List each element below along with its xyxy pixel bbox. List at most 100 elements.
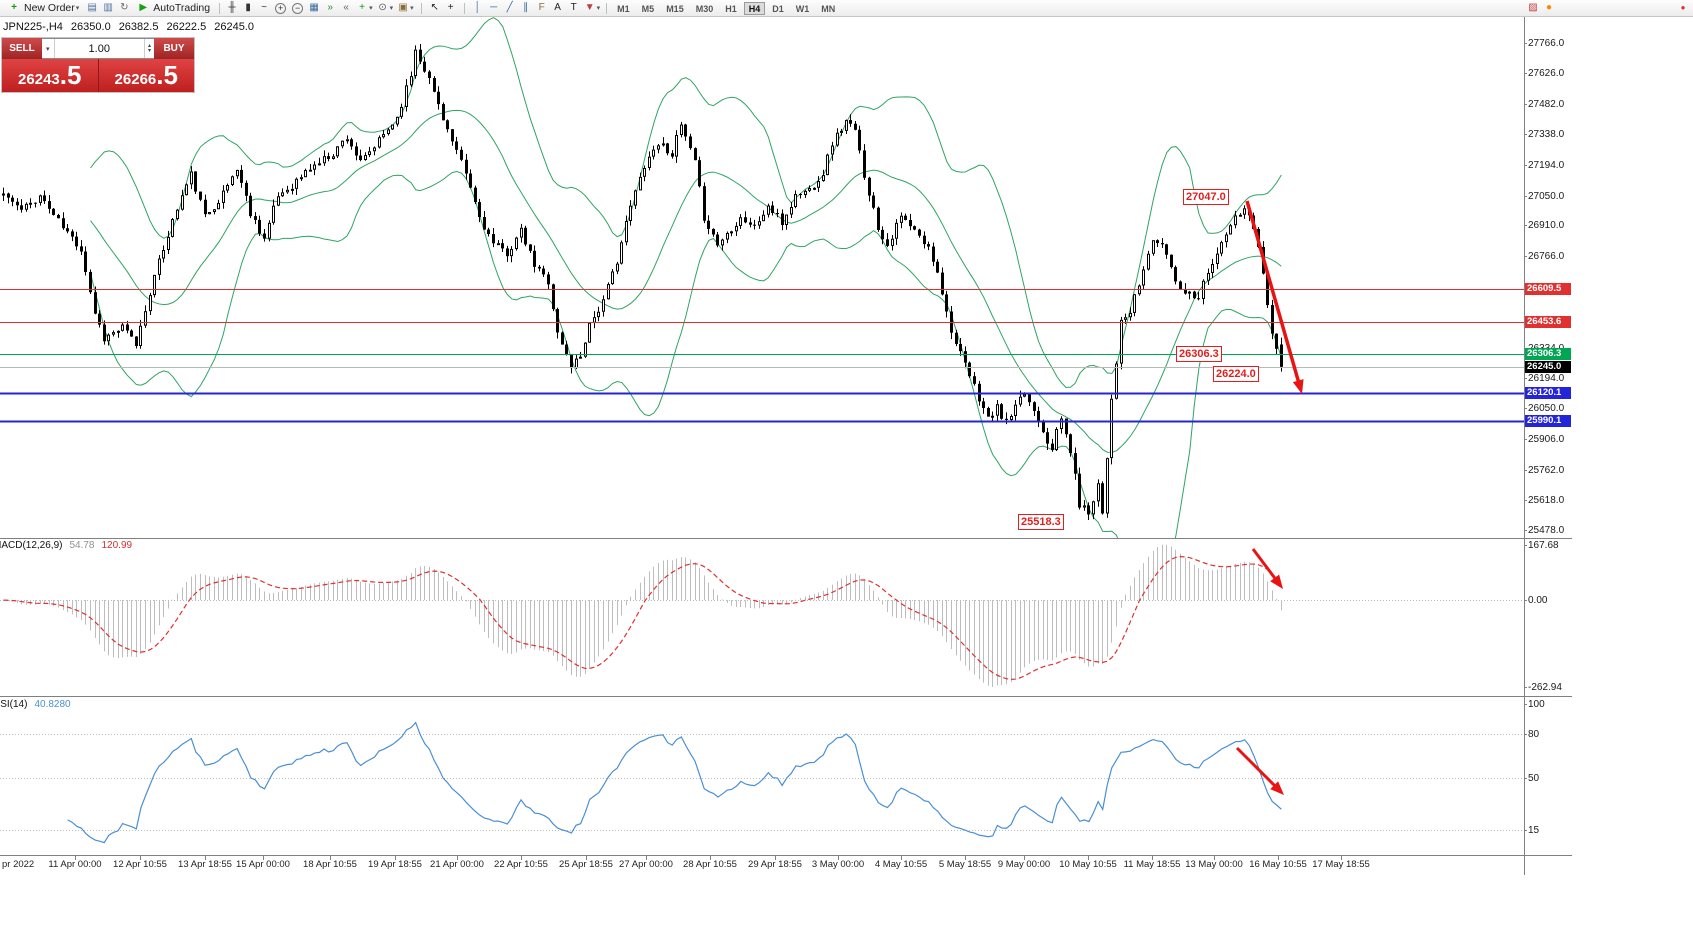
fibonacci-icon[interactable]: F bbox=[538, 2, 545, 13]
timeframe-w1[interactable]: W1 bbox=[795, 3, 810, 14]
time-axis-label: 15 Apr 00:00 bbox=[236, 859, 290, 870]
price-axis-label: 25762.0 bbox=[1528, 464, 1565, 476]
text-icon[interactable]: A bbox=[554, 2, 561, 13]
templates-icon[interactable]: ▣ bbox=[398, 2, 408, 13]
price-axis-label: 27766.0 bbox=[1528, 38, 1565, 50]
shapes-icon[interactable]: ▼ bbox=[584, 2, 595, 13]
trendline-icon[interactable]: ╱ bbox=[506, 2, 513, 13]
toolbar: + New Order ▾ ▤ ▥ ↻ ▶ AutoTrading ╫ ▮ ~ + − ▦» «… bbox=[0, 0, 1693, 17]
timeframe-d1[interactable]: D1 bbox=[772, 3, 784, 14]
price-axis-label: 26194.0 bbox=[1528, 372, 1565, 384]
tile-windows-icon[interactable]: ▦ bbox=[309, 2, 319, 13]
profiles-icon[interactable]: ▥ bbox=[103, 2, 113, 13]
price-callout[interactable]: 25518.3 bbox=[1018, 514, 1064, 530]
timeframe-m1[interactable]: M1 bbox=[617, 3, 630, 14]
auto-scroll-icon[interactable]: » bbox=[327, 2, 333, 13]
time-axis-label: 5 May 18:55 bbox=[938, 859, 992, 870]
indicators-icon-caret[interactable]: ▾ bbox=[369, 5, 373, 12]
time-axis-label: 12 Apr 10:55 bbox=[113, 859, 167, 870]
rsi-scale-label: 100 bbox=[1528, 699, 1545, 710]
timeframe-mn[interactable]: MN bbox=[821, 3, 836, 14]
candlestick-icon[interactable]: ▮ bbox=[245, 2, 251, 13]
charts-window-icon[interactable]: ▤ bbox=[87, 2, 97, 13]
price-tag: 26120.1 bbox=[1525, 387, 1571, 400]
refresh-icon[interactable]: ↻ bbox=[120, 2, 129, 13]
autotrading-play-icon: ▶ bbox=[139, 2, 148, 13]
volume-up-icon[interactable]: ▴ bbox=[147, 42, 151, 49]
ohlc-bars-icon[interactable]: ╫ bbox=[228, 2, 236, 13]
macd-scale-label: 0.00 bbox=[1528, 595, 1548, 607]
time-axis-label: pr 2022 bbox=[2, 859, 35, 870]
one-click-trading-panel: SELL ▾ 1.00 ▴ ▾ BUY 26243.5 26266.5 bbox=[2, 38, 194, 92]
autotrading-label: AutoTrading bbox=[153, 2, 211, 14]
price-tag: 26245.0 bbox=[1525, 360, 1571, 373]
zoom-in-icon[interactable]: + bbox=[275, 2, 287, 14]
chart-shift-icon[interactable]: « bbox=[343, 2, 349, 13]
price-tag: 25990.1 bbox=[1525, 415, 1571, 428]
ohlc-high: 26382.5 bbox=[118, 21, 159, 33]
cursor-icon[interactable]: ↖ bbox=[430, 2, 439, 13]
price-axis-label: 27482.0 bbox=[1528, 98, 1565, 110]
new-order-caret-icon[interactable]: ▾ bbox=[75, 5, 80, 12]
volume-value[interactable]: 1.00 bbox=[88, 42, 110, 55]
price-axis-label: 27626.0 bbox=[1528, 68, 1565, 80]
sell-button[interactable]: SELL bbox=[2, 38, 42, 59]
price-axis-label: 27338.0 bbox=[1528, 129, 1565, 141]
macd-main-value: 54.78 bbox=[69, 540, 95, 551]
time-axis-label: 19 Apr 18:55 bbox=[368, 859, 422, 870]
price-callout[interactable]: 26224.0 bbox=[1213, 366, 1259, 382]
macd-scale-label: 167.68 bbox=[1528, 539, 1559, 551]
templates-icon-caret[interactable]: ▾ bbox=[410, 5, 414, 12]
zoom-out-icon[interactable]: − bbox=[292, 2, 304, 14]
timeframe-m15[interactable]: M15 bbox=[666, 3, 684, 14]
line-chart-icon[interactable]: ~ bbox=[261, 2, 268, 13]
price-tag: 26609.5 bbox=[1525, 283, 1571, 296]
symbol-timeframe: JPN225-,H4 bbox=[3, 21, 63, 33]
price-axis-label: 26910.0 bbox=[1528, 220, 1565, 232]
price-axis-label: 27050.0 bbox=[1528, 190, 1565, 202]
indicators-icon[interactable]: + bbox=[359, 2, 366, 13]
new-order-icon: + bbox=[11, 2, 17, 13]
rsi-scale-label: 15 bbox=[1528, 824, 1540, 836]
volume-box[interactable]: ▾ 1.00 ▴ ▾ bbox=[42, 38, 154, 59]
timeframe-h1[interactable]: H1 bbox=[725, 3, 737, 14]
autotrading-button[interactable]: ▶ AutoTrading bbox=[132, 1, 214, 16]
rsi-label-row: RSI(14) 40.8280 bbox=[0, 699, 71, 710]
crosshair-icon[interactable]: + bbox=[447, 2, 454, 13]
ohlc-close: 26245.0 bbox=[214, 21, 254, 33]
buy-button[interactable]: BUY bbox=[154, 38, 194, 59]
channel-icon[interactable]: ∥ bbox=[523, 2, 529, 13]
volume-dropdown-icon[interactable]: ▾ bbox=[42, 39, 55, 58]
periods-icon-caret[interactable]: ▾ bbox=[389, 5, 394, 12]
volume-spinner[interactable]: ▴ ▾ bbox=[143, 39, 154, 58]
notification-dot-icon[interactable]: ● bbox=[1680, 3, 1686, 12]
sell-price[interactable]: 26243.5 bbox=[2, 59, 99, 92]
toolbar-separator bbox=[463, 2, 465, 14]
price-tag: 26453.6 bbox=[1525, 316, 1571, 329]
horizontal-line-icon[interactable]: ─ bbox=[490, 2, 498, 13]
price-callout[interactable]: 26306.3 bbox=[1176, 346, 1222, 362]
ohlc-open: 26350.0 bbox=[70, 21, 111, 33]
price-axis-label: 25906.0 bbox=[1528, 433, 1565, 445]
time-axis-label: 11 Apr 00:00 bbox=[48, 859, 102, 870]
time-axis-label: 16 May 10:55 bbox=[1249, 859, 1307, 870]
vertical-line-icon[interactable]: │ bbox=[474, 2, 481, 13]
community-icon[interactable]: ● bbox=[1545, 2, 1553, 13]
timeframe-h4[interactable]: H4 bbox=[743, 1, 766, 15]
toolbar-icons-mid: ▤ ▥ ↻ bbox=[85, 1, 131, 16]
label-icon[interactable]: T bbox=[570, 2, 577, 13]
news-icon[interactable]: ▨ bbox=[1528, 2, 1538, 13]
macd-signal-value: 120.99 bbox=[101, 540, 133, 551]
toolbar-icons-right: ▨ ● bbox=[1526, 1, 1556, 16]
timeframe-m30[interactable]: M30 bbox=[695, 3, 714, 14]
timeframe-m5[interactable]: M5 bbox=[641, 3, 655, 14]
buy-price[interactable]: 26266.5 bbox=[98, 59, 194, 92]
new-order-button[interactable]: + New Order ▾ bbox=[3, 1, 84, 16]
price-axis[interactable] bbox=[1524, 17, 1584, 875]
price-callout[interactable]: 27047.0 bbox=[1183, 189, 1229, 205]
shapes-icon-caret[interactable]: ▾ bbox=[596, 5, 601, 12]
periods-icon[interactable]: ⊙ bbox=[378, 2, 387, 13]
volume-down-icon[interactable]: ▾ bbox=[147, 47, 151, 54]
price-axis-label: 27194.0 bbox=[1528, 160, 1565, 171]
